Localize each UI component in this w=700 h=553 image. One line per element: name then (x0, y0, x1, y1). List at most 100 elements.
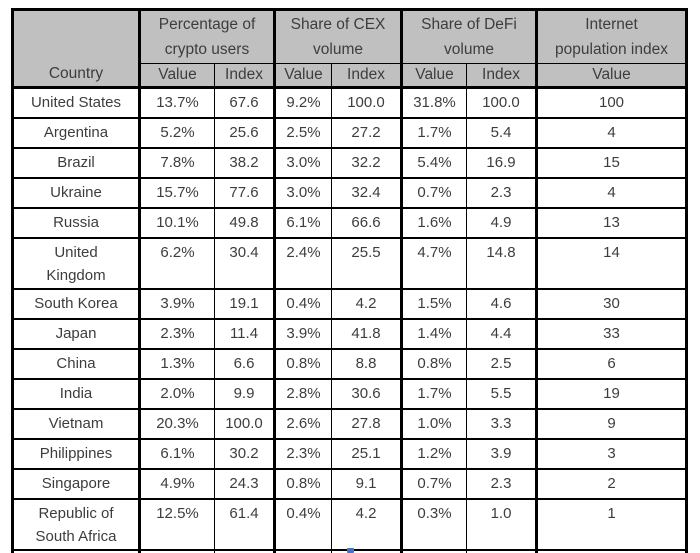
value-cell: 19.1 (214, 288, 275, 320)
value-cell: 9.2% (273, 86, 332, 119)
value-cell: 2.3% (273, 438, 332, 470)
value-cell: 0.4% (273, 498, 332, 551)
value-cell: 2.4% (273, 237, 332, 290)
subheader-crypto-users-value: Value (138, 63, 215, 89)
value-cell: 3.9% (273, 318, 332, 350)
value-cell: 15.7% (138, 177, 215, 209)
value-cell: 100.0 (331, 86, 402, 119)
value-cell: 3.9 (466, 438, 537, 470)
country-column-header: Country (12, 8, 140, 89)
value-cell: 31.8% (400, 86, 467, 119)
table-row: Argentina 5.2% 25.6 2.5% 27.2 1.7% 5.4 4 (12, 117, 687, 149)
value-cell: 14 (535, 237, 687, 290)
value-cell: 2.0% (400, 549, 467, 553)
value-cell: 67.6 (214, 86, 275, 119)
value-cell: 6.3 (466, 549, 537, 553)
table-body: United States 13.7% 67.6 9.2% 100.0 31.8… (12, 86, 687, 553)
country-cell: United States (12, 86, 140, 119)
value-cell: 4.2 (331, 288, 402, 320)
table-row: China 1.3% 6.6 0.8% 8.8 0.8% 2.5 6 (12, 348, 687, 380)
value-cell: 100.0 (466, 86, 537, 119)
value-cell: 3.3 (466, 408, 537, 440)
subheader-cex-index: Index (331, 63, 402, 89)
value-cell: 13.7% (138, 86, 215, 119)
value-cell: 2.3 (466, 468, 537, 500)
country-cell: Argentina (12, 117, 140, 149)
value-cell: 2 (535, 468, 687, 500)
value-cell: 6.2% (138, 237, 215, 290)
table-row: Japan 2.3% 11.4 3.9% 41.8 1.4% 4.4 33 (12, 318, 687, 350)
country-cell: Republic of South Africa (12, 498, 140, 551)
table-row: Turkey 4.5% 22.2 5.6% 61.1 2.0% 6.3 11 (12, 549, 687, 553)
value-cell: 11.4 (214, 318, 275, 350)
value-cell: 4.9% (138, 468, 215, 500)
value-cell: 1.7% (400, 117, 467, 149)
value-cell: 6.6 (214, 348, 275, 380)
value-cell: 2.0% (138, 378, 215, 410)
value-cell: 33 (535, 318, 687, 350)
value-cell: 24.3 (214, 468, 275, 500)
value-cell: 0.7% (400, 468, 467, 500)
value-cell: 1.0 (466, 498, 537, 551)
value-cell: 4.9 (466, 207, 537, 239)
value-cell: 10.1% (138, 207, 215, 239)
value-cell: 1 (535, 498, 687, 551)
value-cell: 1.5% (400, 288, 467, 320)
value-cell: 22.2 (214, 549, 275, 553)
table-row: Brazil 7.8% 38.2 3.0% 32.2 5.4% 16.9 15 (12, 147, 687, 179)
value-cell: 30.4 (214, 237, 275, 290)
value-cell: 0.3% (400, 498, 467, 551)
country-cell: Turkey (12, 549, 140, 553)
value-cell: 27.8 (331, 408, 402, 440)
value-cell: 19 (535, 378, 687, 410)
caption-fragment (347, 548, 354, 553)
value-cell: 9.9 (214, 378, 275, 410)
group-header-cex-volume: Share of CEX volume (273, 8, 402, 64)
country-cell: Ukraine (12, 177, 140, 209)
group-header-crypto-users: Percentage of crypto users (138, 8, 275, 64)
value-cell: 1.0% (400, 408, 467, 440)
value-cell: 5.2% (138, 117, 215, 149)
value-cell: 3.9% (138, 288, 215, 320)
value-cell: 25.5 (331, 237, 402, 290)
value-cell: 5.4 (466, 117, 537, 149)
value-cell: 5.4% (400, 147, 467, 179)
country-cell: South Korea (12, 288, 140, 320)
country-cell: China (12, 348, 140, 380)
value-cell: 38.2 (214, 147, 275, 179)
group-header-defi-volume: Share of DeFi volume (400, 8, 537, 64)
crypto-country-table: Country Percentage of crypto users Share… (11, 8, 688, 553)
value-cell: 2.5% (273, 117, 332, 149)
table-row: Philippines 6.1% 30.2 2.3% 25.1 1.2% 3.9… (12, 438, 687, 470)
subheader-crypto-users-index: Index (214, 63, 275, 89)
value-cell: 7.8% (138, 147, 215, 179)
value-cell: 27.2 (331, 117, 402, 149)
value-cell: 16.9 (466, 147, 537, 179)
value-cell: 3.0% (273, 147, 332, 179)
value-cell: 1.3% (138, 348, 215, 380)
value-cell: 2.3% (138, 318, 215, 350)
value-cell: 4.6 (466, 288, 537, 320)
value-cell: 12.5% (138, 498, 215, 551)
table-header: Country Percentage of crypto users Share… (12, 8, 687, 89)
table-row: South Korea 3.9% 19.1 0.4% 4.2 1.5% 4.6 … (12, 288, 687, 320)
value-cell: 1.6% (400, 207, 467, 239)
value-cell: 3.0% (273, 177, 332, 209)
value-cell: 14.8 (466, 237, 537, 290)
value-cell: 30.6 (331, 378, 402, 410)
table-row: Ukraine 15.7% 77.6 3.0% 32.4 0.7% 2.3 4 (12, 177, 687, 209)
value-cell: 61.1 (331, 549, 402, 553)
table-row: United Kingdom 6.2% 30.4 2.4% 25.5 4.7% … (12, 237, 687, 290)
value-cell: 4 (535, 117, 687, 149)
value-cell: 77.6 (214, 177, 275, 209)
value-cell: 30 (535, 288, 687, 320)
value-cell: 20.3% (138, 408, 215, 440)
country-cell: Vietnam (12, 408, 140, 440)
value-cell: 6.1% (138, 438, 215, 470)
value-cell: 9 (535, 408, 687, 440)
table-row: United States 13.7% 67.6 9.2% 100.0 31.8… (12, 86, 687, 119)
value-cell: 4 (535, 177, 687, 209)
value-cell: 4.7% (400, 237, 467, 290)
value-cell: 25.1 (331, 438, 402, 470)
